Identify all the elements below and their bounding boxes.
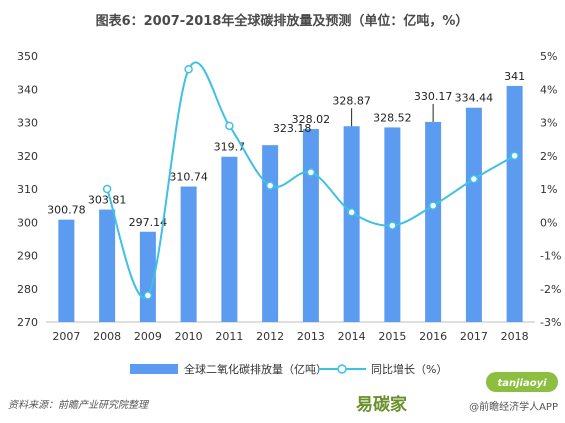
legend-bar-swatch bbox=[130, 364, 178, 374]
left-tick-label: 310 bbox=[17, 183, 38, 196]
watermark-site: tanjiaoyi bbox=[497, 378, 547, 389]
left-tick-label: 350 bbox=[17, 50, 38, 63]
bar-data-label: 303.81 bbox=[88, 194, 127, 207]
right-tick-label: -2% bbox=[540, 283, 561, 296]
category-label: 2008 bbox=[93, 330, 121, 343]
bar-data-label: 341 bbox=[504, 70, 525, 83]
legend-bar-label: 全球二氧化碳排放量（亿吨） bbox=[184, 362, 327, 376]
right-tick-label: -3% bbox=[540, 316, 561, 329]
growth-point bbox=[143, 291, 153, 300]
category-label: 2009 bbox=[134, 330, 162, 343]
watermark: 易碳家 tanjiaoyi @前瞻经济学人APP bbox=[356, 372, 558, 415]
growth-point bbox=[225, 121, 234, 131]
legend: 全球二氧化碳排放量（亿吨） 同比增长（%） bbox=[130, 362, 447, 376]
right-axis-ticks: -3% -2% -1% 0% 1% 2% 3% 4% 5% bbox=[540, 50, 561, 329]
legend-line-label: 同比增长（%） bbox=[371, 362, 447, 376]
bar bbox=[343, 126, 360, 322]
category-label: 2015 bbox=[378, 330, 406, 343]
right-tick-label: 4% bbox=[540, 83, 557, 96]
growth-point bbox=[265, 181, 275, 190]
bar bbox=[465, 107, 482, 322]
category-label: 2018 bbox=[501, 330, 529, 343]
left-tick-label: 280 bbox=[17, 283, 38, 296]
watermark-logo: 易碳家 bbox=[356, 394, 407, 415]
growth-point bbox=[510, 151, 519, 160]
bar bbox=[180, 186, 197, 322]
left-tick-label: 320 bbox=[17, 150, 38, 163]
category-label: 2007 bbox=[52, 330, 80, 343]
left-tick-label: 290 bbox=[17, 250, 38, 263]
right-tick-label: 3% bbox=[540, 117, 557, 130]
right-tick-label: 5% bbox=[540, 50, 557, 63]
category-label: 2014 bbox=[338, 330, 366, 343]
category-label: 2010 bbox=[175, 330, 203, 343]
category-label: 2011 bbox=[215, 330, 243, 343]
bar bbox=[425, 121, 442, 322]
bar-series bbox=[58, 85, 523, 323]
left-tick-label: 340 bbox=[17, 83, 38, 96]
line-series bbox=[102, 61, 519, 300]
category-label: 2012 bbox=[256, 330, 284, 343]
watermark-badge bbox=[486, 372, 558, 392]
bar bbox=[58, 219, 75, 322]
growth-point bbox=[388, 221, 397, 230]
bar-data-label: 330.17 bbox=[414, 90, 453, 103]
growth-point bbox=[469, 174, 479, 184]
category-label: 2017 bbox=[460, 330, 488, 343]
growth-point bbox=[184, 65, 193, 74]
bar bbox=[221, 156, 238, 322]
growth-point bbox=[102, 184, 112, 194]
category-label: 2013 bbox=[297, 330, 325, 343]
bar-data-label: 297.14 bbox=[129, 216, 168, 229]
bar-data-label: 300.78 bbox=[47, 204, 86, 217]
left-tick-label: 300 bbox=[17, 216, 38, 229]
right-tick-label: 0% bbox=[540, 216, 557, 229]
growth-point bbox=[347, 208, 356, 217]
bar bbox=[302, 129, 319, 322]
left-axis-ticks: 270 280 290 300 310 320 330 340 350 bbox=[17, 50, 38, 329]
left-tick-label: 330 bbox=[17, 117, 38, 130]
right-tick-label: -1% bbox=[540, 250, 561, 263]
source-note: 资料来源：前瞻产业研究院整理 bbox=[8, 399, 150, 411]
left-tick-label: 270 bbox=[17, 316, 38, 329]
bar bbox=[506, 85, 523, 322]
bar bbox=[262, 145, 279, 322]
chart-title: 图表6：2007-2018年全球碳排放量及预测（单位：亿吨，%） bbox=[96, 13, 469, 29]
bar-data-label: 319.7 bbox=[214, 141, 246, 154]
legend-line-marker bbox=[337, 364, 347, 374]
growth-point bbox=[306, 168, 316, 177]
right-tick-label: 2% bbox=[540, 150, 557, 163]
bar bbox=[139, 231, 156, 322]
bar bbox=[99, 209, 116, 322]
watermark-app: @前瞻经济学人APP bbox=[469, 400, 558, 413]
growth-point bbox=[428, 201, 438, 210]
bar-data-label: 323.18 bbox=[273, 122, 312, 135]
bar-data-label: 328.52 bbox=[373, 111, 412, 124]
category-label: 2016 bbox=[419, 330, 447, 343]
bar-data-label: 328.87 bbox=[332, 94, 371, 107]
bar-data-label: 310.74 bbox=[169, 171, 208, 184]
category-labels: 2007 2008 2009 2010 2011 2012 2013 2014 2015 2016… bbox=[52, 330, 528, 343]
bar-data-label: 334.44 bbox=[455, 92, 494, 105]
right-tick-label: 1% bbox=[540, 183, 557, 196]
bar-data-label: 328.02 bbox=[292, 113, 331, 126]
